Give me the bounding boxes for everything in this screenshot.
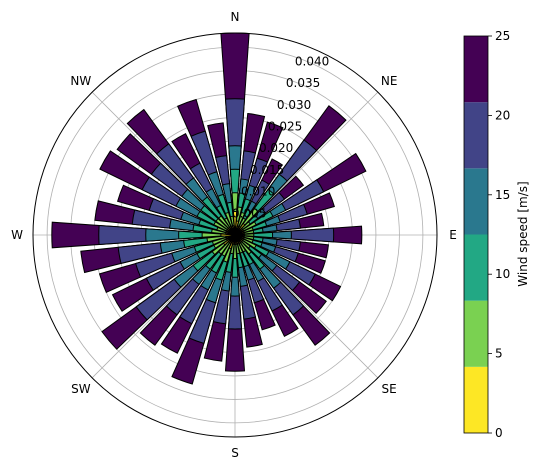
polar-frame bbox=[32, 32, 438, 438]
direction-label-NE: NE bbox=[381, 74, 398, 88]
sector-24 bbox=[111, 234, 236, 312]
radial-tick-label-2: 0.015 bbox=[250, 163, 284, 177]
bar-sector-35-bin-0 bbox=[232, 225, 236, 236]
colorbar-segment-4 bbox=[464, 102, 488, 169]
colorbar-tick-label-2: 10 bbox=[495, 267, 510, 281]
colorbar-tick-label-0: 0 bbox=[495, 426, 503, 440]
colorbar-segment-1 bbox=[464, 300, 488, 367]
colorbar-segment-3 bbox=[464, 168, 488, 235]
wind-rose-bars bbox=[51, 32, 367, 385]
bar-sector-18-bin-1 bbox=[232, 234, 238, 259]
colorbar-tick-label-3: 15 bbox=[495, 188, 510, 202]
sector-4 bbox=[234, 105, 347, 236]
radial-tick-label-3: 0.020 bbox=[259, 141, 293, 155]
polar-outline bbox=[32, 32, 438, 438]
sector-15 bbox=[234, 234, 299, 338]
radial-tick-label-0: 0.005 bbox=[232, 206, 266, 220]
sector-16 bbox=[234, 234, 276, 331]
sector-35 bbox=[207, 122, 236, 236]
colorbar-segment-5 bbox=[464, 36, 488, 103]
grid-spoke-NE bbox=[234, 91, 379, 236]
colorbar-segment-2 bbox=[464, 234, 488, 301]
colorbar-tick-label-1: 5 bbox=[495, 347, 503, 361]
radial-tick-label-7: 0.040 bbox=[295, 54, 329, 68]
colorbar-label: Wind speed [m/s] bbox=[516, 181, 530, 286]
colorbar-segment-0 bbox=[464, 366, 488, 433]
direction-label-W: W bbox=[11, 228, 23, 242]
sector-18 bbox=[224, 234, 246, 372]
sector-1 bbox=[234, 112, 266, 236]
direction-label-N: N bbox=[231, 10, 240, 24]
sector-2 bbox=[234, 121, 284, 236]
colorbar-tick-label-4: 20 bbox=[495, 108, 510, 122]
direction-label-E: E bbox=[449, 228, 457, 242]
sector-9 bbox=[234, 225, 363, 245]
sector-7 bbox=[234, 192, 335, 236]
radial-tick-label-6: 0.035 bbox=[286, 76, 320, 90]
direction-label-SE: SE bbox=[382, 382, 397, 396]
sector-17 bbox=[234, 234, 263, 348]
sector-28 bbox=[94, 200, 236, 236]
sector-26 bbox=[80, 234, 236, 274]
sector-27 bbox=[51, 221, 236, 249]
sector-29 bbox=[116, 184, 236, 236]
sector-30 bbox=[99, 150, 236, 236]
colorbar: 0 5 10 15 20 25 bbox=[463, 29, 510, 440]
radial-tick-label-4: 0.025 bbox=[268, 119, 302, 133]
sector-8 bbox=[234, 212, 325, 236]
sector-23 bbox=[101, 234, 236, 350]
sector-34 bbox=[177, 98, 236, 236]
colorbar-tick-label-5: 25 bbox=[495, 29, 510, 43]
radial-tick-label-5: 0.030 bbox=[277, 98, 311, 112]
radial-tick-labels: 0.005 0.010 0.015 0.020 0.025 0.030 0.035 0.040 bbox=[232, 54, 329, 220]
grid-spoke-NW bbox=[91, 91, 236, 236]
direction-label-NW: NW bbox=[70, 74, 91, 88]
sector-32 bbox=[126, 108, 236, 236]
sector-31 bbox=[116, 133, 236, 236]
bar-sector-0-bin-0 bbox=[232, 211, 238, 236]
direction-labels: N NE E SE S SW W NW bbox=[11, 10, 457, 460]
sector-0 bbox=[220, 32, 250, 236]
sector-13 bbox=[234, 234, 327, 315]
sector-21 bbox=[160, 234, 236, 354]
sector-25 bbox=[98, 234, 236, 293]
direction-label-SW: SW bbox=[71, 382, 91, 396]
direction-label-S: S bbox=[231, 446, 239, 460]
sector-6 bbox=[234, 152, 367, 236]
bar-sector-27-bin-1 bbox=[201, 232, 236, 238]
sector-14 bbox=[234, 234, 331, 346]
sector-12 bbox=[234, 234, 342, 302]
sector-22 bbox=[139, 234, 236, 346]
colorbar-outline bbox=[463, 35, 489, 434]
sector-5 bbox=[234, 175, 305, 236]
radial-tick-label-1: 0.010 bbox=[241, 185, 275, 199]
grid-spoke-SE bbox=[234, 234, 379, 379]
sector-3 bbox=[234, 158, 283, 236]
grid-spoke-SW bbox=[91, 234, 236, 379]
sector-33 bbox=[171, 132, 236, 236]
